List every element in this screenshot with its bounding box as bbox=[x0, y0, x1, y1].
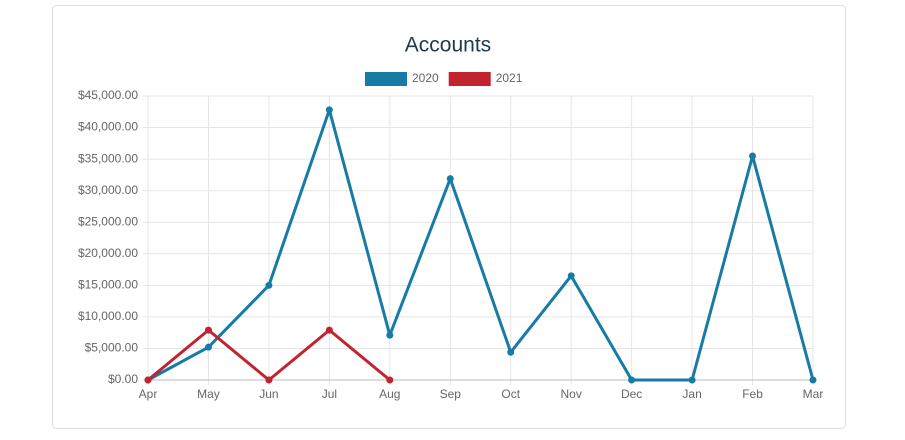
card bbox=[52, 5, 846, 429]
data-point bbox=[567, 272, 575, 280]
data-point bbox=[265, 376, 273, 384]
y-tick-label: $40,000.00 bbox=[78, 120, 138, 134]
data-point bbox=[809, 376, 817, 384]
x-tick-label: Oct bbox=[501, 387, 520, 401]
y-tick-label: $35,000.00 bbox=[78, 151, 138, 165]
x-tick-label: Nov bbox=[561, 387, 582, 401]
data-point bbox=[386, 331, 394, 339]
legend-label: 2020 bbox=[412, 71, 439, 85]
series-line bbox=[147, 108, 815, 382]
legend-swatch bbox=[365, 72, 407, 86]
data-point bbox=[144, 376, 152, 384]
x-tick-label: Mar bbox=[803, 387, 824, 401]
x-tick-label: Sep bbox=[440, 387, 462, 401]
y-tick-label: $10,000.00 bbox=[78, 309, 138, 323]
legend-label: 2021 bbox=[496, 71, 523, 85]
y-tick-label: $45,000.00 bbox=[78, 88, 138, 102]
data-point bbox=[325, 106, 333, 114]
y-tick-label: $25,000.00 bbox=[78, 214, 138, 228]
legend-swatch bbox=[448, 72, 491, 86]
y-tick-label: $5,000.00 bbox=[85, 341, 139, 355]
x-tick-label: Feb bbox=[742, 387, 763, 401]
data-point bbox=[204, 326, 212, 334]
y-tick-label: $15,000.00 bbox=[78, 278, 138, 292]
x-tick-label: Aug bbox=[379, 387, 400, 401]
x-tick-label: Jul bbox=[322, 387, 337, 401]
x-tick-label: May bbox=[197, 387, 220, 401]
data-point bbox=[265, 281, 273, 289]
y-tick-label: $20,000.00 bbox=[78, 246, 138, 260]
data-point bbox=[507, 348, 515, 356]
data-point bbox=[749, 152, 757, 160]
y-tick-label: $0.00 bbox=[108, 372, 138, 386]
data-point bbox=[628, 376, 636, 384]
x-tick-label: Jun bbox=[259, 387, 278, 401]
y-tick-label: $30,000.00 bbox=[78, 183, 138, 197]
data-point bbox=[386, 376, 394, 384]
x-tick-label: Jan bbox=[682, 387, 701, 401]
x-tick-label: Dec bbox=[621, 387, 642, 401]
data-point bbox=[204, 343, 212, 351]
chart-title: Accounts bbox=[405, 34, 491, 57]
data-point bbox=[688, 376, 696, 384]
x-tick-label: Apr bbox=[139, 387, 158, 401]
data-point bbox=[325, 326, 333, 334]
data-point bbox=[446, 175, 454, 183]
